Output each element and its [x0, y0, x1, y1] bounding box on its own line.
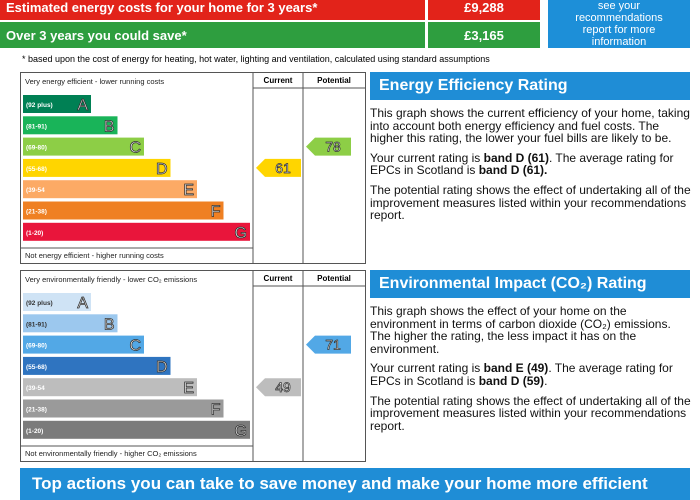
band-letter: F	[211, 402, 221, 419]
bottom-caption: Not energy efficient - higher running co…	[25, 251, 164, 260]
paragraph: This graph shows the effect of your home…	[370, 305, 692, 355]
top-caption: Very environmentally friendly - lower CO…	[25, 275, 197, 284]
band-range: (81-91)	[26, 321, 47, 328]
band-bar	[23, 137, 144, 156]
band-letter: G	[235, 225, 247, 242]
band-range: (21-38)	[26, 209, 47, 216]
paragraph: The potential rating shows the effect of…	[370, 393, 692, 433]
text: This graph shows the current efficiency …	[370, 106, 690, 146]
band-letter: E	[183, 380, 194, 397]
text: Your current rating is	[370, 361, 484, 376]
text: This graph shows the effect of your home…	[370, 304, 671, 356]
band-bar	[23, 201, 224, 220]
environment-text: This graph shows the effect of your home…	[370, 305, 692, 439]
bottom-caption: Not environmentally friendly - higher CO…	[25, 449, 197, 458]
rating-arrow	[306, 335, 351, 354]
band-bar	[23, 335, 144, 354]
rating-arrow	[256, 378, 301, 397]
saving-value: £3,165	[428, 22, 540, 48]
band-range: (55-68)	[26, 364, 47, 371]
text: .	[544, 373, 548, 388]
bold-text: band D (61).	[478, 163, 548, 178]
column-header: Potential	[317, 76, 351, 85]
rating-value: 49	[275, 379, 291, 395]
cost-value: £9,288	[428, 0, 540, 20]
band-letter: A	[77, 295, 88, 312]
environment-chart: Very environmentally friendly - lower CO…	[20, 270, 366, 462]
band-bar	[23, 180, 197, 199]
band-bar	[23, 116, 118, 135]
bold-text: band E (49)	[483, 361, 549, 376]
band-letter: D	[156, 161, 168, 178]
chart-border	[20, 72, 366, 264]
band-range: (69-80)	[26, 343, 47, 350]
band-bar	[23, 378, 197, 397]
energy-text: This graph shows the current efficiency …	[370, 107, 692, 229]
band-range: (39-54	[26, 187, 45, 194]
text: The potential rating shows the effect of…	[370, 393, 691, 433]
band-range: (81-91)	[26, 123, 47, 130]
paragraph: Your current rating is band E (49). The …	[370, 362, 692, 387]
band-letter: B	[104, 118, 115, 135]
band-range: (1-20)	[26, 428, 43, 435]
band-bar	[23, 158, 171, 177]
band-letter: E	[183, 182, 194, 199]
chart-border	[20, 270, 366, 462]
text: . The average rating for EPCs in Scotlan…	[370, 150, 674, 178]
band-bar	[23, 356, 171, 375]
column-header: Current	[264, 76, 293, 85]
rating-arrow	[256, 158, 301, 177]
band-letter: C	[129, 338, 141, 355]
band-range: (92 plus)	[26, 102, 53, 109]
paragraph: The potential rating shows the effect of…	[370, 184, 692, 222]
cost-row: Estimated energy costs for your home for…	[0, 0, 425, 20]
rating-value: 78	[325, 139, 341, 155]
band-letter: B	[104, 316, 115, 333]
band-letter: G	[235, 423, 247, 440]
paragraph: This graph shows the current efficiency …	[370, 107, 692, 145]
band-range: (39-54	[26, 385, 45, 392]
footnote: * based upon the cost of energy for heat…	[22, 54, 490, 64]
band-range: (69-80)	[26, 145, 47, 152]
footer-bar: Top actions you can take to save money a…	[20, 468, 690, 500]
bold-text: band D (61)	[483, 150, 549, 165]
saving-row: Over 3 years you could save*	[0, 22, 425, 48]
column-header: Current	[264, 274, 293, 283]
band-letter: C	[129, 140, 141, 157]
energy-heading: Energy Efficiency Rating	[370, 72, 690, 100]
rating-arrow	[306, 137, 351, 156]
environment-heading: Environmental Impact (CO₂) Rating	[370, 270, 690, 298]
rating-value: 71	[325, 337, 341, 353]
band-bar	[23, 314, 118, 333]
band-range: (92 plus)	[26, 300, 53, 307]
top-caption: Very energy efficient - lower running co…	[25, 77, 164, 86]
band-range: (1-20)	[26, 230, 43, 237]
rating-value: 61	[275, 160, 291, 176]
band-bar	[23, 95, 91, 113]
band-letter: D	[156, 359, 168, 376]
band-letter: A	[77, 97, 88, 114]
note-box: see your recommendations report for more…	[548, 0, 690, 48]
text: Your current rating is	[370, 150, 484, 165]
band-range: (21-38)	[26, 407, 47, 414]
text: . The average rating for EPCs in Scotlan…	[370, 361, 673, 388]
energy-chart: Very energy efficient - lower running co…	[20, 72, 366, 264]
band-bar	[23, 222, 250, 241]
paragraph: Your current rating is band D (61). The …	[370, 150, 692, 178]
band-bar	[23, 420, 250, 439]
text: The potential rating shows the effect of…	[370, 182, 691, 223]
band-letter: F	[211, 204, 221, 221]
band-range: (55-68)	[26, 166, 47, 173]
bold-text: band D (59)	[478, 373, 545, 388]
column-header: Potential	[317, 274, 351, 283]
band-bar	[23, 399, 224, 418]
band-bar	[23, 293, 91, 311]
